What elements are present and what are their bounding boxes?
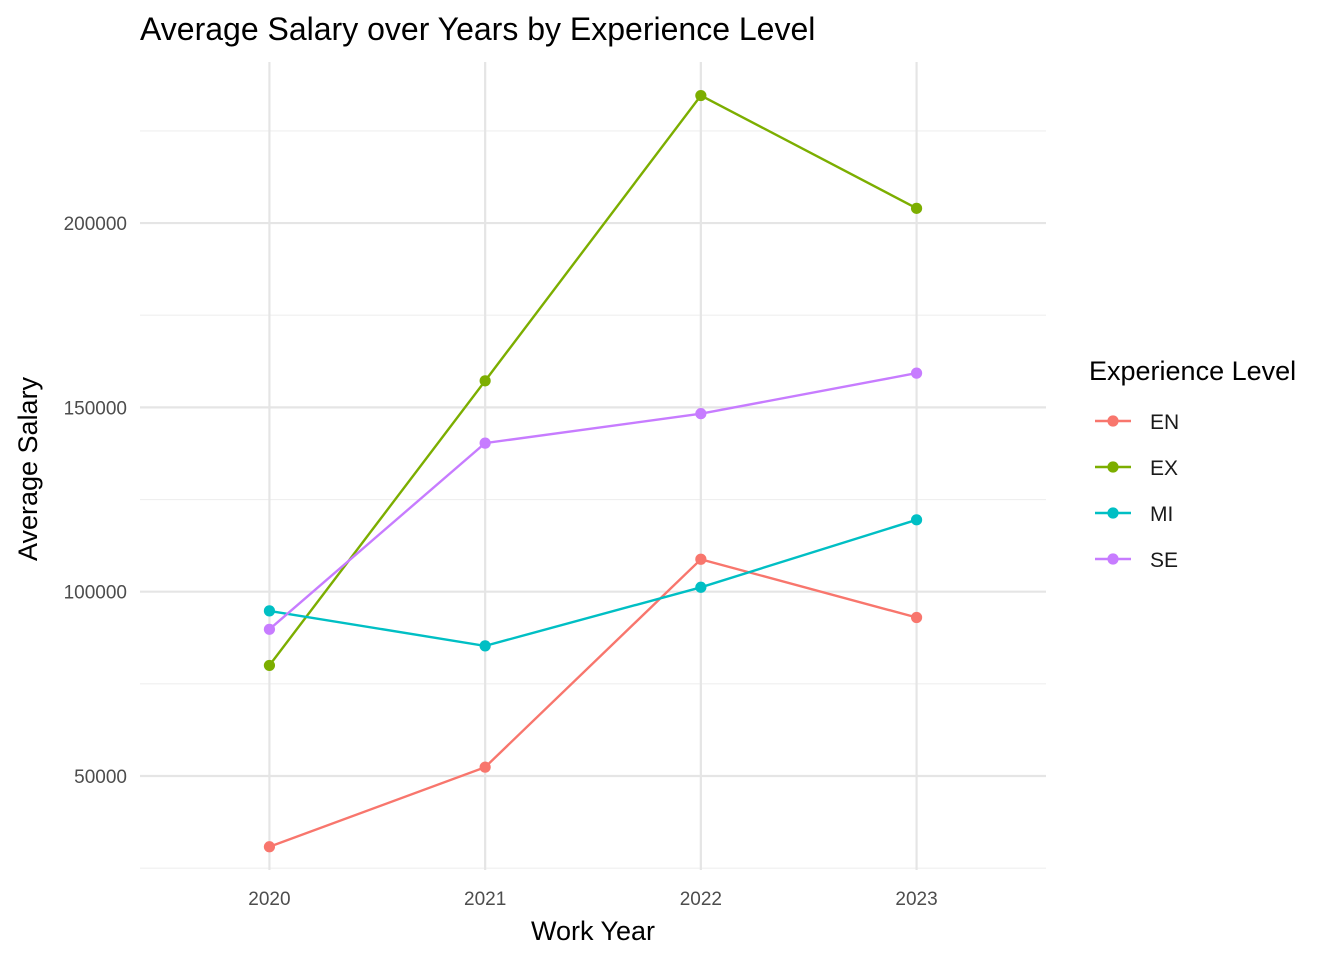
legend-label-en: EN	[1150, 411, 1179, 434]
legend-marker-ex	[1107, 461, 1119, 473]
legend-item-en: EN	[1095, 411, 1179, 434]
series-line-en	[268, 557, 917, 848]
y-tick-label: 200000	[64, 214, 127, 235]
data-point-se	[910, 367, 923, 379]
x-tick-label: 2020	[248, 889, 290, 910]
legend-items: EN EX MI SE	[1095, 411, 1179, 572]
series-en	[263, 553, 923, 853]
x-axis-title: Work Year	[531, 916, 655, 946]
data-point-se	[695, 408, 707, 420]
legend-marker-mi	[1107, 507, 1119, 519]
legend-marker-en	[1107, 415, 1119, 427]
x-tick-label: 2023	[895, 889, 937, 910]
data-point-mi	[910, 514, 923, 526]
data-point-en	[910, 611, 923, 624]
y-tick-label: 150000	[64, 398, 127, 419]
data-point-se	[479, 437, 491, 449]
x-axis-ticks: 2020 2021 2022 2023	[248, 889, 937, 910]
data-point-en	[695, 553, 707, 565]
data-point-en	[263, 841, 276, 853]
x-tick-label: 2021	[464, 889, 506, 910]
legend-item-mi: MI	[1095, 503, 1173, 526]
y-tick-label: 50000	[74, 767, 127, 788]
data-point-mi	[263, 605, 276, 617]
series-mi	[263, 514, 923, 652]
data-point-ex	[263, 659, 276, 672]
series-ex	[263, 89, 923, 672]
legend-title: Experience Level	[1089, 356, 1296, 386]
series-se	[263, 367, 923, 635]
y-axis-ticks: 50000 100000 150000 200000	[64, 214, 127, 788]
legend-label-se: SE	[1150, 549, 1178, 572]
grid	[140, 62, 1046, 870]
legend-item-se: SE	[1095, 549, 1178, 572]
data-point-ex	[695, 89, 707, 102]
series-line-se	[268, 371, 917, 631]
series-line-mi	[269, 518, 917, 648]
legend-item-ex: EX	[1095, 457, 1178, 480]
y-axis-title: Average Salary	[13, 376, 43, 561]
legend: Experience Level EN EX MI SE	[1089, 356, 1296, 572]
data-point-mi	[695, 581, 707, 593]
data-point-se	[263, 623, 276, 635]
chart-title: Average Salary over Years by Experience …	[140, 11, 815, 47]
data-point-mi	[479, 640, 491, 652]
y-tick-label: 100000	[64, 583, 127, 604]
legend-label-mi: MI	[1150, 503, 1173, 526]
series-group	[263, 89, 923, 853]
data-point-ex	[479, 375, 491, 387]
data-point-ex	[910, 202, 923, 214]
series-line-ex	[268, 93, 918, 667]
x-tick-label: 2022	[680, 889, 722, 910]
data-point-en	[479, 761, 491, 773]
legend-label-ex: EX	[1150, 457, 1178, 480]
legend-marker-se	[1107, 553, 1119, 565]
